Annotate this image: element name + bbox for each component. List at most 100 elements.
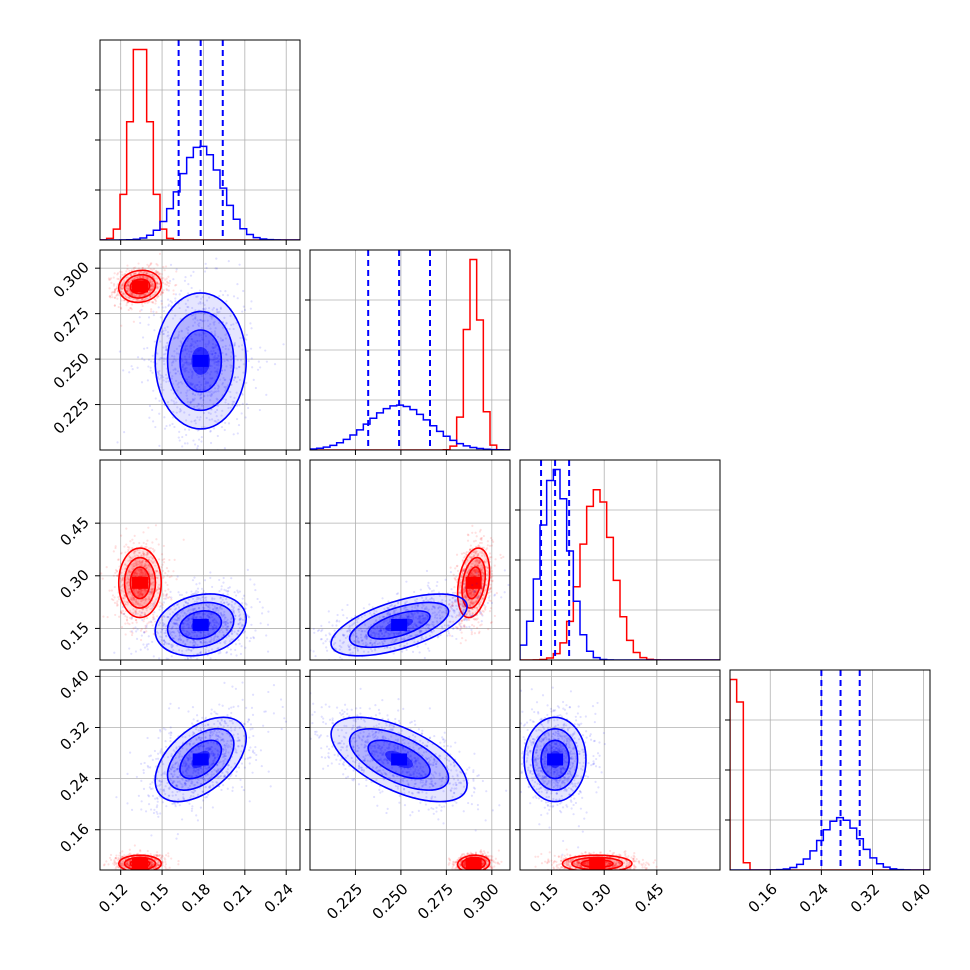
sample-point [158,444,161,447]
sample-point [159,383,163,386]
sample-point [113,296,116,300]
sample-point [161,569,165,572]
sample-point [224,386,227,389]
sample-point [245,333,248,336]
sample-point [208,391,211,394]
sample-point [221,383,224,386]
sample-point [138,560,141,563]
sample-point [217,418,220,422]
sample-point [123,612,126,615]
sample-point [331,624,334,627]
sample-point [200,587,204,590]
sample-point [193,321,196,324]
sample-point [225,300,228,303]
sample-point [211,353,214,356]
sample-point [222,376,225,380]
sample-point [190,377,194,380]
sample-point [250,300,253,303]
sample-point [128,609,132,612]
sample-point [142,620,145,623]
sample-point [184,349,187,352]
sample-point [155,262,158,266]
sample-point [184,361,188,364]
sample-point [193,600,196,603]
sample-point [436,580,439,584]
sample-point [129,273,133,276]
sample-point [186,602,189,605]
sample-point [141,560,144,563]
sample-point [155,576,159,579]
sample-point [121,293,124,296]
sample-point [129,306,133,310]
sample-point [152,420,155,423]
sample-point [187,631,191,634]
sample-point [166,401,170,404]
sample-point [220,425,224,429]
sample-point [120,290,123,293]
sample-point [215,357,218,360]
sample-point [144,613,147,616]
sample-point [176,665,178,667]
sample-point [119,306,123,309]
sample-point [110,598,114,601]
sample-point [210,370,213,373]
sample-point [143,553,146,556]
sample-point [234,376,237,379]
sample-point [153,291,156,294]
sample-point [235,632,238,635]
sample-point [189,641,192,644]
sample-point [236,359,239,362]
sample-point [162,359,165,363]
sample-point [145,617,149,620]
sample-point [226,625,230,628]
sample-point [185,344,188,348]
sample-point [202,639,205,642]
sample-point [232,612,236,615]
sample-point [198,407,201,410]
sample-point [171,317,175,320]
sample-point [239,613,242,616]
sample-point [199,388,202,391]
sample-point [199,599,202,602]
sample-point [184,643,187,646]
sample-point [156,569,159,573]
sample-point [219,641,222,645]
sample-point [196,319,199,322]
sample-point [193,385,196,388]
sample-point [140,381,144,384]
sample-point [164,589,167,592]
sample-point [130,293,133,296]
sample-point [191,324,195,327]
sample-point [132,272,135,275]
sample-point [185,394,188,397]
sample-point [170,646,173,649]
sample-point [126,267,129,271]
sample-point [150,285,153,288]
sample-point [142,554,145,557]
sample-point [113,585,116,589]
panel-1-1 [305,249,511,455]
sample-point [142,275,145,278]
sample-point [129,556,132,559]
sample-point [134,571,137,574]
sample-point [207,605,210,608]
sample-point [339,663,341,665]
sample-point [203,394,206,397]
sample-point [475,572,478,575]
sample-point [193,317,197,320]
sample-point [212,349,215,353]
sample-point [214,343,217,347]
sample-point [122,292,125,296]
sample-point [145,542,148,546]
sample-point [154,600,157,603]
sample-point [110,281,113,284]
sample-point [144,276,147,279]
sample-point [146,346,149,350]
sample-point [149,267,152,271]
sample-point [224,290,227,293]
sample-point [140,634,143,637]
sample-point [213,607,217,610]
sample-point [142,643,145,646]
sample-point [180,289,183,292]
sample-point [205,682,207,684]
